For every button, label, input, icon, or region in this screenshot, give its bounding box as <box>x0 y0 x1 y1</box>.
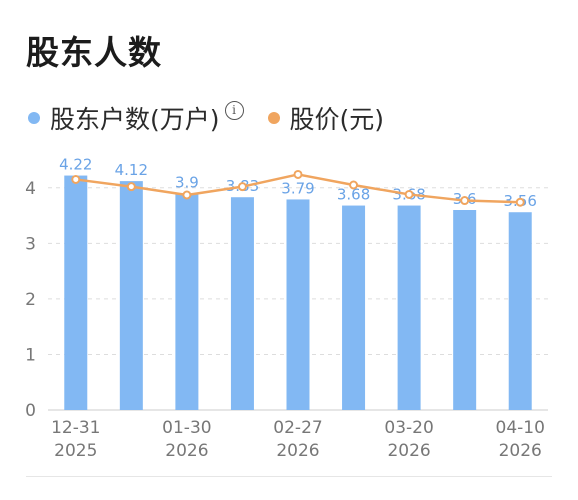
legend-dot-holders-icon <box>28 112 40 124</box>
info-icon[interactable]: i <box>224 100 244 120</box>
price-point <box>404 189 414 199</box>
price-point <box>515 197 525 207</box>
y-tick-label: 0 <box>25 401 36 421</box>
bar-data-label: 3.68 <box>337 186 370 204</box>
bar <box>119 181 143 410</box>
price-point <box>293 169 303 179</box>
bar <box>64 175 88 410</box>
x-tick-label-year: 2025 <box>54 441 97 461</box>
x-tick-label: 04-10 <box>496 418 545 438</box>
legend-label-price: 股价(元) <box>289 105 385 134</box>
legend-dot-price-icon <box>267 112 280 124</box>
bar-data-label: 4.12 <box>115 161 148 179</box>
legend-item-price[interactable]: 股价(元) <box>267 100 385 136</box>
bottom-divider <box>26 476 552 477</box>
price-point <box>71 174 81 184</box>
price-point <box>349 180 359 190</box>
y-tick-label: 4 <box>25 179 36 199</box>
x-tick-label: 03-20 <box>384 418 433 438</box>
price-point <box>237 182 247 192</box>
bar <box>508 212 532 410</box>
legend-label-holders: 股东户数(万户) <box>50 105 220 134</box>
bar-data-label: 3.79 <box>281 179 314 197</box>
bar <box>230 197 254 410</box>
y-tick-label: 1 <box>25 345 36 365</box>
price-point <box>182 190 192 200</box>
x-tick-label: 02-27 <box>273 418 322 438</box>
bar <box>397 205 421 410</box>
bar-data-label: 4.22 <box>59 156 92 174</box>
bar <box>342 205 366 410</box>
y-tick-label: 3 <box>25 234 36 254</box>
bar <box>453 210 477 410</box>
x-tick-label-year: 2026 <box>276 441 319 461</box>
x-tick-label: 12-31 <box>51 418 100 438</box>
page-title: 股东人数 <box>26 33 162 72</box>
x-tick-label: 01-30 <box>162 418 211 438</box>
bar-data-label: 3.9 <box>175 173 199 191</box>
x-tick-label-year: 2026 <box>387 441 430 461</box>
bar <box>175 193 199 410</box>
x-tick-label-year: 2026 <box>499 441 542 461</box>
legend-item-holders[interactable]: 股东户数(万户) i <box>28 100 268 136</box>
y-tick-label: 2 <box>25 290 36 310</box>
x-tick-label-year: 2026 <box>165 441 208 461</box>
bar <box>286 199 310 410</box>
chart-legend: 股东户数(万户) i 股价(元) <box>28 100 384 136</box>
price-point <box>460 196 470 206</box>
price-point <box>126 182 136 192</box>
